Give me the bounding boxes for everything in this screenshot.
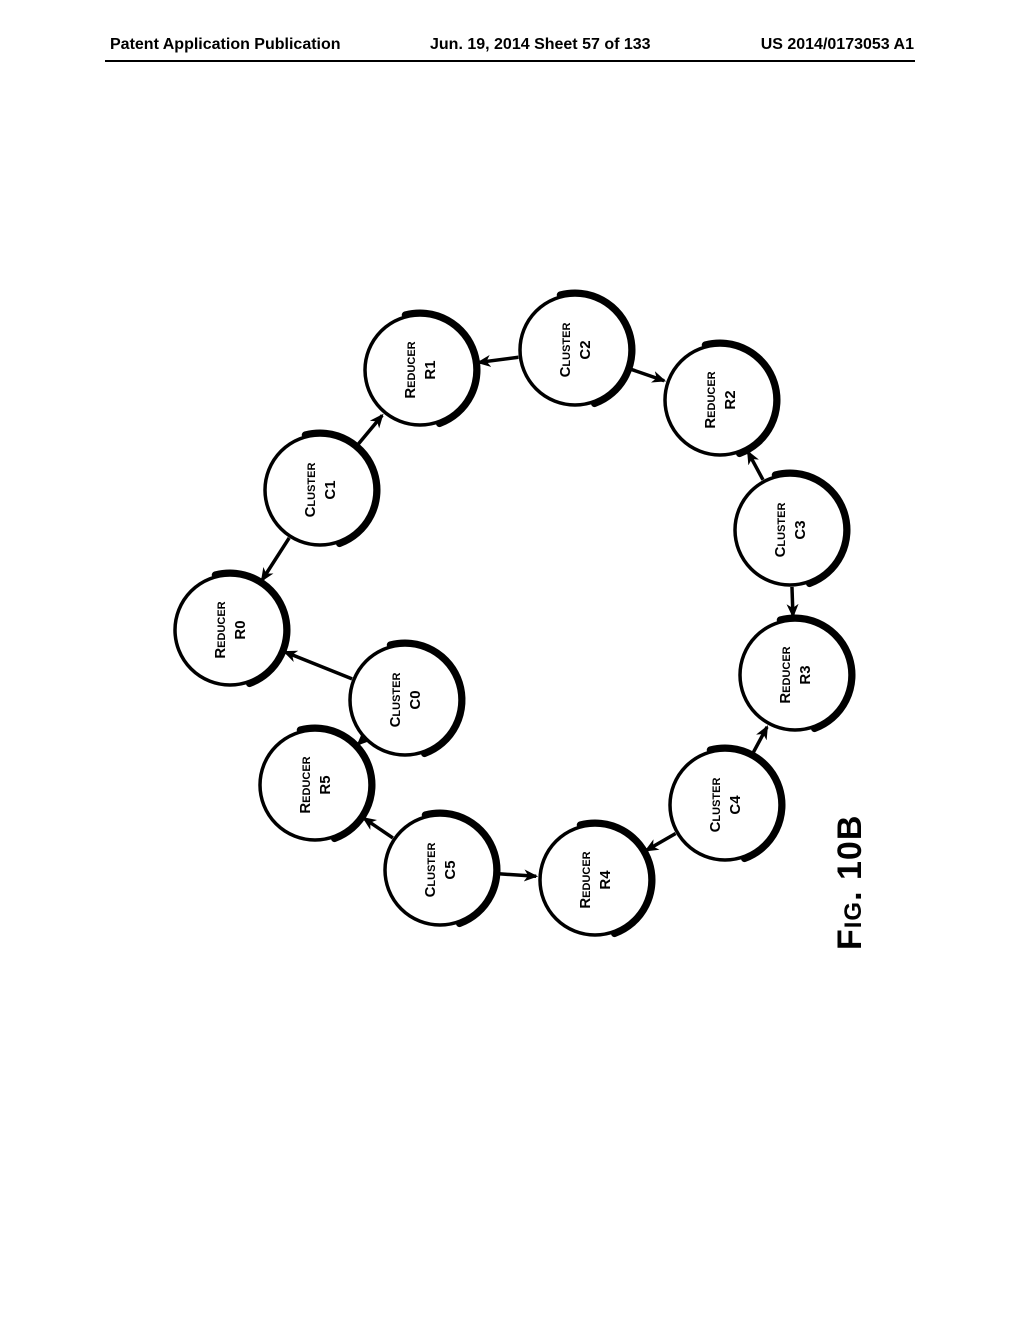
node-label-type: Reducer <box>212 601 229 658</box>
node-R5: ReducerR5 <box>260 728 372 840</box>
node-label-id: C2 <box>577 340 594 359</box>
node-label-type: Cluster <box>302 463 319 518</box>
node-circle <box>260 730 370 840</box>
figure-10b-diagram: ReducerR0ClusterC1ReducerR1ClusterC2Redu… <box>180 300 840 960</box>
node-label-id: R1 <box>422 360 439 379</box>
node-R0: ReducerR0 <box>175 573 287 685</box>
node-label-type: Reducer <box>777 646 794 703</box>
node-R3: ReducerR3 <box>740 618 852 730</box>
edge-C5-R5 <box>364 818 393 838</box>
node-label-id: C3 <box>792 520 809 539</box>
edge-C1-R1 <box>356 415 382 446</box>
node-label-type: Cluster <box>772 503 789 558</box>
figure-caption: Fig. 10B <box>831 815 870 950</box>
node-label-type: Cluster <box>422 843 439 898</box>
node-label-id: R4 <box>597 870 614 890</box>
node-circle <box>385 815 495 925</box>
node-label-id: C4 <box>727 795 744 815</box>
node-C0: ClusterC0 <box>350 643 462 755</box>
edge-C3-R3 <box>792 587 793 616</box>
node-label-id: C1 <box>322 480 339 499</box>
node-circle <box>665 345 775 455</box>
node-C3: ClusterC3 <box>735 473 847 585</box>
node-label-type: Reducer <box>577 851 594 908</box>
node-label-id: R5 <box>317 775 334 794</box>
edge-C2-R1 <box>479 357 519 362</box>
node-label-id: C0 <box>407 690 424 709</box>
node-circle <box>175 575 285 685</box>
node-label-type: Cluster <box>707 778 724 833</box>
node-circle <box>740 620 850 730</box>
node-label-id: R0 <box>232 620 249 639</box>
edge-C5-R4 <box>497 874 536 877</box>
node-circle <box>350 645 460 755</box>
node-C2: ClusterC2 <box>520 293 632 405</box>
node-C4: ClusterC4 <box>670 748 782 860</box>
edge-C4-R3 <box>752 727 767 755</box>
node-C5: ClusterC5 <box>385 813 497 925</box>
node-circle <box>365 315 475 425</box>
node-label-type: Reducer <box>402 341 419 398</box>
edge-C0-R0 <box>285 652 352 679</box>
node-label-id: R2 <box>722 390 739 409</box>
node-R4: ReducerR4 <box>540 823 652 935</box>
node-R2: ReducerR2 <box>665 343 777 455</box>
node-label-type: Reducer <box>297 756 314 813</box>
node-label-id: R3 <box>797 665 814 684</box>
node-label-type: Cluster <box>387 673 404 728</box>
node-C1: ClusterC1 <box>265 433 377 545</box>
node-circle <box>520 295 630 405</box>
header-publication: Patent Application Publication <box>110 36 341 54</box>
node-label-id: C5 <box>442 860 459 879</box>
node-circle <box>540 825 650 935</box>
network-svg: ReducerR0ClusterC1ReducerR1ClusterC2Redu… <box>180 300 840 960</box>
header-rule <box>105 60 915 62</box>
edge-C2-R2 <box>629 369 664 381</box>
node-label-type: Reducer <box>702 371 719 428</box>
node-R1: ReducerR1 <box>365 313 477 425</box>
edge-C1-R0 <box>262 538 289 580</box>
header-sheet: Jun. 19, 2014 Sheet 57 of 133 <box>430 36 651 54</box>
node-label-type: Cluster <box>557 323 574 378</box>
node-circle <box>670 750 780 860</box>
edge-C4-R4 <box>646 833 676 850</box>
node-circle <box>735 475 845 585</box>
edge-C3-R2 <box>748 452 763 480</box>
header-docnum: US 2014/0173053 A1 <box>761 36 914 54</box>
node-circle <box>265 435 375 545</box>
